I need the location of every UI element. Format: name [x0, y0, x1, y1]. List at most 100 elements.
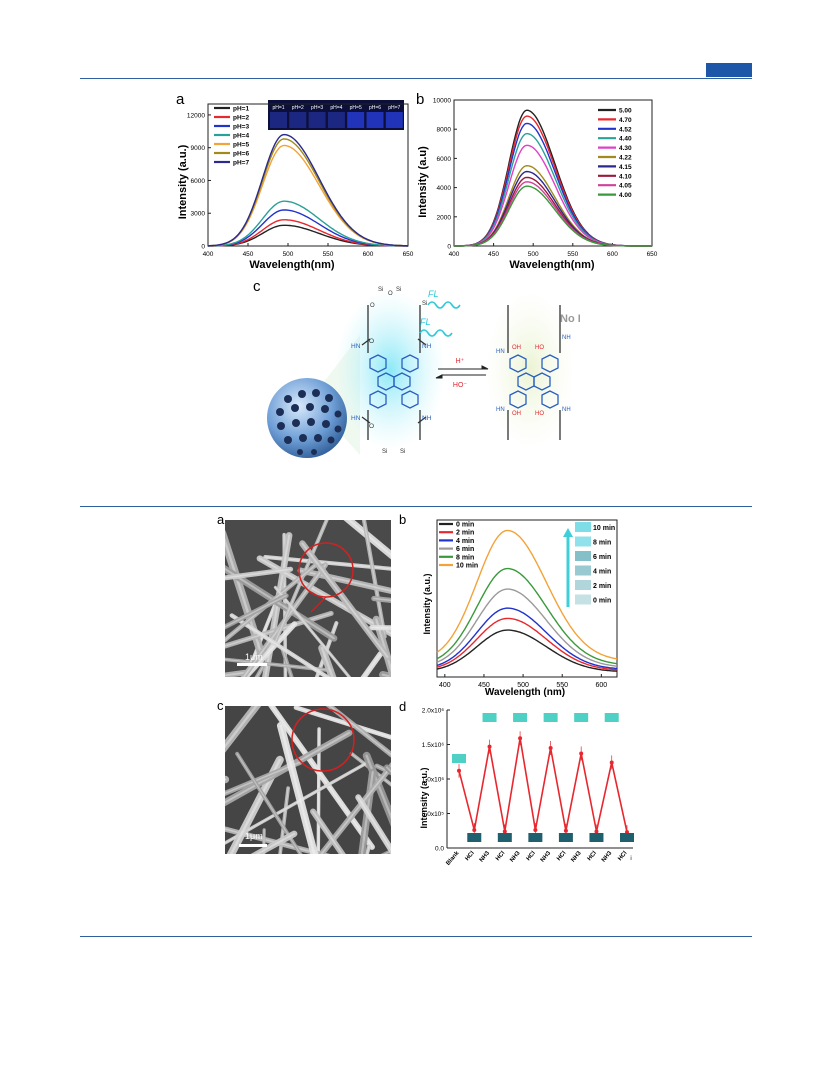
swatch-label: 8 min	[593, 540, 611, 547]
cycle-line	[458, 738, 628, 833]
legend-label: 4.22	[619, 155, 632, 162]
x-tick-label: 400	[449, 251, 460, 258]
legend-label: pH=6	[233, 151, 249, 158]
fiber	[225, 706, 262, 753]
x-tick-label: i	[630, 856, 631, 862]
series-line-10min	[436, 529, 618, 660]
y-tick-label: 6000	[437, 156, 452, 163]
color-swatch	[467, 833, 482, 842]
x-tick-label: 600	[596, 682, 608, 689]
svg-text:HO: HO	[535, 411, 544, 417]
swatch-label: 4 min	[593, 569, 611, 576]
section-rule-1	[80, 506, 752, 507]
legend-label: 4.30	[619, 145, 632, 152]
svg-text:HO: HO	[535, 345, 544, 351]
figure1-panel-a-chart: a pH=1 pH=2 pH=3 pH=4 pH=5 pH=6 pH=7 400 450 500…	[176, 91, 414, 271]
panel-letter-b: b	[416, 91, 424, 108]
fiber-highlight	[264, 534, 291, 677]
vial-icon	[308, 112, 326, 128]
legend-label: 0 min	[456, 522, 474, 529]
fiber	[263, 555, 391, 571]
series-line-2min	[436, 617, 618, 671]
fiber	[280, 647, 294, 677]
figure1-panel-c-scheme: c HN O NH HN O NH Si O Si O	[253, 278, 580, 458]
fiber-highlight	[299, 569, 391, 592]
fiber	[235, 751, 303, 854]
series-line-pH3	[208, 209, 408, 247]
y-tick-label: 3000	[191, 211, 206, 218]
sem-image-a: 1μm	[225, 520, 391, 677]
vial-icon	[270, 112, 287, 128]
legend-label: pH=4	[233, 133, 249, 140]
fiber-highlight	[231, 614, 329, 677]
series-line-6min	[436, 588, 618, 667]
color-swatch	[575, 551, 591, 561]
legend-label: 4.00	[619, 192, 632, 199]
fiber-highlight	[360, 771, 374, 854]
fiber-highlight	[225, 828, 324, 854]
series-line-4min	[436, 607, 618, 670]
fiber-highlight	[236, 753, 302, 854]
svg-text:O: O	[369, 338, 374, 345]
y-tick-label: 2000	[437, 214, 452, 221]
color-swatch	[589, 833, 604, 842]
y-axis-label: Intensity (a.u.)	[177, 144, 189, 219]
legend-label: 6 min	[456, 546, 474, 553]
header-tab	[706, 63, 752, 77]
fiber-highlight	[225, 594, 287, 628]
x-tick-label: HCl	[556, 850, 567, 862]
fiber	[318, 644, 337, 677]
fl-label: FL	[420, 317, 431, 327]
fiber	[317, 762, 391, 854]
fiber	[299, 540, 391, 661]
x-tick-label: 600	[363, 251, 374, 258]
svg-text:Si: Si	[382, 449, 387, 455]
fiber	[225, 566, 294, 581]
x-tick-label: 550	[323, 251, 334, 258]
svg-text:O: O	[369, 423, 374, 430]
color-swatch	[513, 713, 528, 722]
x-axis-label: Wavelength (nm)	[485, 687, 565, 698]
color-swatch	[528, 833, 543, 842]
figure1-panel-b-chart: b 400 450 500 550 600 650 0 2000 4000 6000 8000 100…	[416, 91, 658, 271]
panel-letter-c: c	[217, 698, 224, 713]
x-tick-label: 450	[488, 251, 499, 258]
x-tick-label: 650	[403, 251, 414, 258]
fiber	[278, 786, 290, 854]
right-molecule-oh-labels: OH HO OH HO	[512, 345, 544, 417]
x-tick-label: 500	[528, 251, 539, 258]
fiber-highlight	[229, 758, 282, 854]
x-tick-label: HCl	[617, 850, 628, 862]
fiber	[229, 613, 331, 677]
fiber	[358, 768, 377, 854]
fiber-highlight	[242, 564, 327, 677]
fiber	[226, 755, 284, 854]
svg-text:OH: OH	[512, 411, 521, 417]
right-molecule-labels: HN NH HN NH	[496, 335, 571, 413]
plot-frame	[453, 99, 653, 247]
y-axis-label: Intensity (a.u.)	[419, 767, 429, 828]
svg-text:O: O	[370, 303, 375, 309]
vial-icon	[289, 112, 307, 128]
legend-label: 10 min	[456, 563, 478, 570]
fiber-highlight	[274, 586, 350, 677]
fiber-highlight	[301, 542, 389, 658]
x-tick-label: NH3	[509, 850, 522, 864]
fiber	[241, 621, 298, 677]
scale-bar	[239, 844, 267, 847]
fiber-highlight	[225, 567, 335, 640]
x-tick-label: 450	[478, 682, 490, 689]
x-tick-label: HCl	[587, 850, 598, 862]
legend-label: pH=3	[233, 124, 249, 131]
vial-icon	[385, 112, 403, 128]
left-silica-labels: Si O Si O Si Si Si	[370, 287, 427, 455]
sem-image-c: 1μm	[225, 706, 391, 854]
fiber	[362, 751, 391, 827]
color-swatch	[574, 713, 589, 722]
fiber	[262, 532, 293, 677]
x-axis-label: Wavelength(nm)	[249, 259, 334, 271]
fiber-highlight	[320, 765, 391, 854]
fiber-highlight	[282, 649, 293, 677]
fiber	[272, 520, 329, 646]
legend-label: 4.05	[619, 183, 632, 190]
